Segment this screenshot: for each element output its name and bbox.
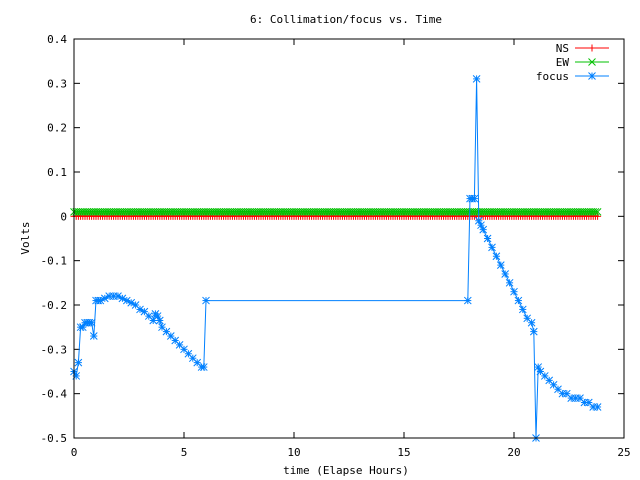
data-point-focus <box>193 358 202 367</box>
data-point-ew <box>593 208 602 216</box>
x-tick-label: 20 <box>507 446 520 459</box>
y-tick-label: 0.4 <box>47 33 67 46</box>
data-point-focus <box>510 287 518 296</box>
y-tick-label: 0.3 <box>47 77 67 90</box>
series-ew <box>70 208 602 216</box>
data-point-focus <box>472 75 481 83</box>
x-tick-labels: 0 5 10 15 20 25 <box>71 446 631 459</box>
plot-frame <box>73 38 625 439</box>
legend-label-ew: EW <box>556 56 570 69</box>
data-point-focus <box>199 363 208 371</box>
x-tick-label: 10 <box>287 446 300 459</box>
y-axis-label: Volts <box>19 221 32 254</box>
data-point-focus <box>549 380 558 389</box>
x-tick-label: 15 <box>397 446 410 459</box>
series-focus <box>70 75 602 442</box>
data-point-focus <box>155 316 164 325</box>
data-point-focus <box>470 194 479 203</box>
data-point-focus <box>593 403 602 411</box>
data-point-focus <box>496 261 505 269</box>
data-point-focus <box>545 376 554 385</box>
y-tick-label: -0.2 <box>41 299 68 312</box>
y-tick-label: -0.4 <box>41 388 68 401</box>
data-point-focus <box>87 318 96 327</box>
y-tick-label: -0.5 <box>41 432 68 445</box>
data-point-focus <box>514 296 523 305</box>
data-point-focus <box>166 332 175 340</box>
data-point-focus <box>89 332 98 340</box>
legend-label-ns: NS <box>556 42 569 55</box>
data-point-focus <box>479 225 488 234</box>
legend-marker-focus <box>588 72 596 80</box>
chart-title: 6: Collimation/focus vs. Time <box>250 13 442 26</box>
y-tick-label: 0.1 <box>47 166 67 179</box>
data-point-focus <box>529 327 538 336</box>
y-tick-label: 0 <box>60 210 67 223</box>
series-ns <box>70 212 602 220</box>
data-point-focus <box>518 305 527 314</box>
x-tick-label: 0 <box>71 446 78 459</box>
x-tick-label: 25 <box>617 446 630 459</box>
y-tick-label: -0.1 <box>41 255 68 268</box>
data-point-focus <box>505 278 514 287</box>
series-line-focus <box>73 78 598 439</box>
tick-marks <box>73 38 625 439</box>
y-tick-label: -0.3 <box>41 343 68 356</box>
x-tick-label: 5 <box>181 446 188 459</box>
legend-marker-ew <box>588 58 596 66</box>
data-point-focus <box>492 252 501 261</box>
legend-label-focus: focus <box>536 70 569 83</box>
data-point-focus <box>202 296 210 305</box>
legend-marker-ns <box>588 44 596 52</box>
data-point-ew <box>591 208 600 216</box>
series-layer <box>70 75 602 442</box>
data-point-focus <box>536 367 545 376</box>
y-tick-label: 0.2 <box>47 122 67 135</box>
data-point-focus <box>488 243 496 252</box>
data-point-focus <box>483 234 492 243</box>
data-point-focus <box>463 296 472 305</box>
x-axis-label: time (Elapse Hours) <box>283 464 409 477</box>
data-point-focus <box>74 358 83 367</box>
data-point-focus <box>501 270 510 278</box>
y-tick-labels: -0.5 -0.4 -0.3 -0.2 -0.1 0 0.1 0.2 0.3 0.4 <box>41 33 68 445</box>
data-point-focus <box>527 318 536 327</box>
